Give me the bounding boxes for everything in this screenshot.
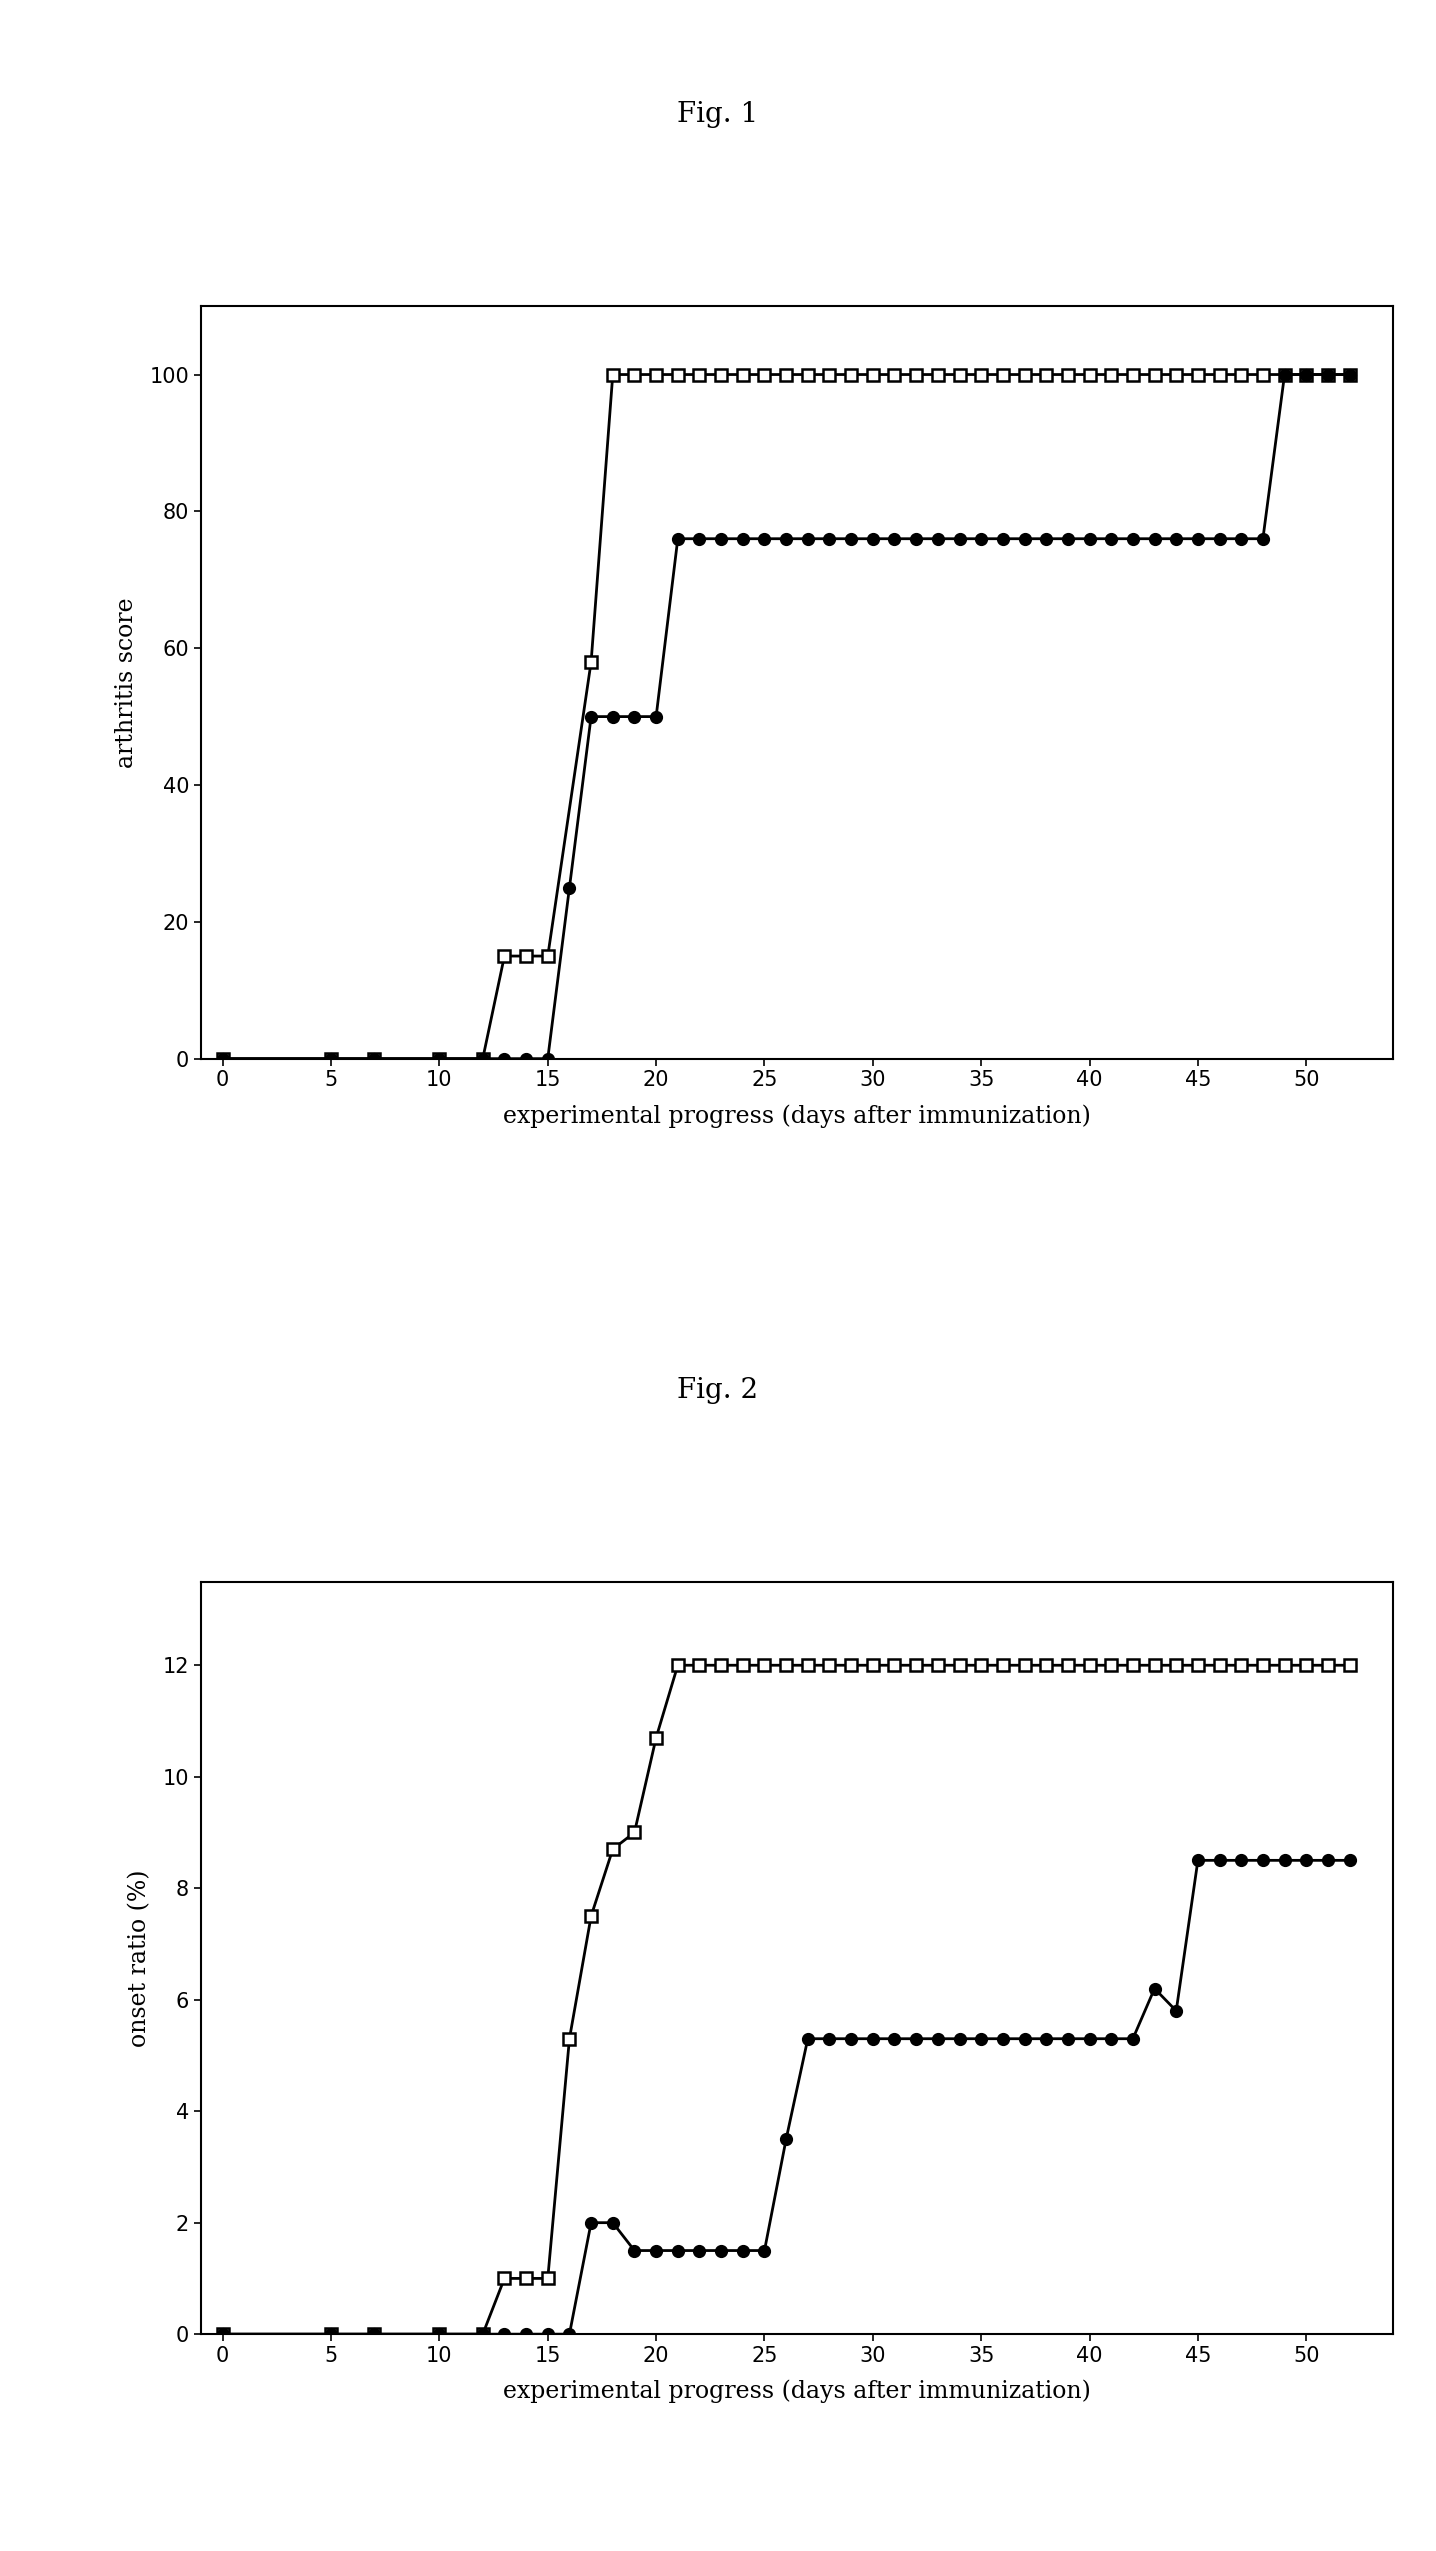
Text: Fig. 1: Fig. 1 <box>678 102 758 128</box>
Y-axis label: arthritis score: arthritis score <box>115 597 138 768</box>
Text: Fig. 2: Fig. 2 <box>678 1378 758 1403</box>
Y-axis label: onset ratio (%): onset ratio (%) <box>129 1870 152 2046</box>
X-axis label: experimental progress (days after immunization): experimental progress (days after immuni… <box>503 2380 1091 2403</box>
X-axis label: experimental progress (days after immunization): experimental progress (days after immuni… <box>503 1105 1091 1128</box>
